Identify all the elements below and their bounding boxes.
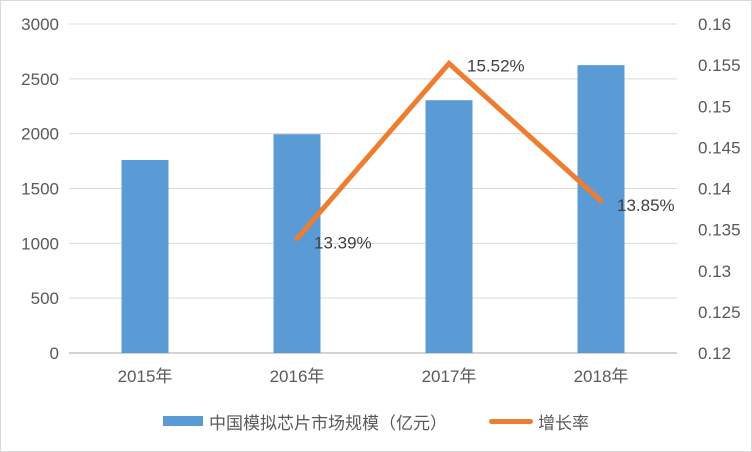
right-axis-tick: 0.12 xyxy=(698,344,731,363)
right-axis-tick: 0.155 xyxy=(698,56,741,75)
growth-rate-line xyxy=(294,59,604,242)
point-label: 13.39% xyxy=(314,234,372,253)
left-axis-tick: 1000 xyxy=(21,234,59,253)
legend-label-market-size: 中国模拟芯片市场规模（亿元） xyxy=(209,413,447,433)
legend-line-swatch xyxy=(489,418,533,424)
point-label: 15.52% xyxy=(467,56,525,75)
right-axis-tick: 0.135 xyxy=(698,221,741,240)
point-label: 13.85% xyxy=(617,196,675,215)
x-axis-label: 2015年 xyxy=(118,367,173,386)
legend-item-growth-rate: 增长率 xyxy=(489,409,589,434)
left-axis-tick: 2500 xyxy=(21,70,59,89)
bar-2018年 xyxy=(577,65,625,353)
left-axis-tick: 500 xyxy=(31,289,59,308)
bar-2017年 xyxy=(425,100,473,354)
right-axis-tick: 0.145 xyxy=(698,138,741,157)
right-axis-tick: 0.13 xyxy=(698,262,731,281)
left-axis-tick: 3000 xyxy=(21,15,59,34)
left-axis-tick: 2000 xyxy=(21,125,59,144)
bar-2016年 xyxy=(273,134,321,353)
right-axis-tick: 0.14 xyxy=(698,180,731,199)
left-axis-tick: 0 xyxy=(50,344,59,363)
x-axis-label: 2018年 xyxy=(574,367,629,386)
legend-bar-swatch xyxy=(163,416,203,426)
right-axis-tick: 0.125 xyxy=(698,303,741,322)
bar-2015年 xyxy=(121,159,169,353)
x-axis-label: 2016年 xyxy=(270,367,325,386)
right-axis-tick: 0.16 xyxy=(698,15,731,34)
right-axis-tick: 0.15 xyxy=(698,97,731,116)
x-axis-label: 2017年 xyxy=(422,367,477,386)
chart-legend: 中国模拟芯片市场规模（亿元） 增长率 xyxy=(1,405,751,437)
left-axis-tick: 1500 xyxy=(21,180,59,199)
legend-label-growth-rate: 增长率 xyxy=(538,413,589,433)
legend-item-market-size: 中国模拟芯片市场规模（亿元） xyxy=(163,409,447,434)
